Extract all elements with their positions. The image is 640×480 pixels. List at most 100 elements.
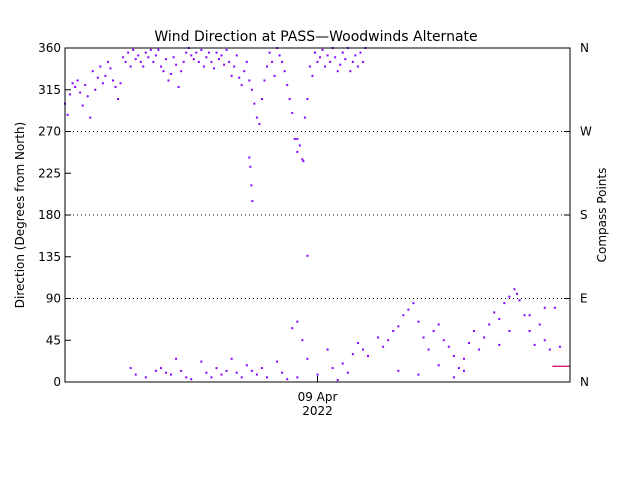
data-point — [124, 60, 127, 63]
data-point — [377, 336, 380, 339]
data-point — [351, 60, 354, 63]
data-point — [162, 70, 165, 73]
data-point — [233, 65, 236, 68]
data-point — [356, 65, 359, 68]
data-point — [205, 56, 208, 59]
chart-title: Wind Direction at PASS—Woodwinds Alterna… — [154, 29, 477, 45]
data-point — [268, 51, 271, 54]
data-point — [207, 51, 210, 54]
data-point — [218, 58, 221, 61]
data-point — [157, 48, 160, 51]
data-point — [165, 371, 167, 374]
data-point — [111, 79, 114, 82]
data-point — [288, 98, 291, 101]
data-point — [245, 364, 248, 367]
data-point — [311, 74, 314, 77]
data-point — [339, 63, 342, 66]
data-point — [250, 369, 253, 372]
data-point — [301, 158, 304, 161]
data-point — [154, 369, 157, 372]
data-point — [190, 54, 193, 57]
data-point — [104, 74, 107, 77]
right-axis-ticks: N E S W N — [564, 41, 592, 389]
data-point — [81, 104, 84, 107]
y-tick-label: 225 — [38, 166, 61, 180]
data-point — [437, 323, 440, 326]
data-point — [296, 137, 299, 140]
data-point — [356, 342, 359, 345]
data-point — [238, 76, 241, 79]
data-point — [251, 200, 254, 203]
data-point — [212, 67, 215, 70]
data-point — [346, 371, 349, 374]
data-point — [225, 48, 228, 51]
data-point — [89, 116, 92, 119]
data-point — [266, 376, 268, 379]
data-point — [180, 369, 183, 372]
data-point — [324, 65, 327, 68]
data-point — [240, 376, 243, 379]
data-point — [558, 345, 561, 348]
data-point — [286, 84, 289, 87]
data-point — [167, 79, 170, 82]
data-point — [281, 60, 284, 63]
data-point — [139, 60, 142, 63]
y-tick-label: 360 — [38, 41, 61, 55]
data-point — [243, 70, 246, 73]
data-point — [336, 70, 339, 73]
data-point — [291, 111, 294, 114]
right-tick-label: S — [580, 208, 588, 222]
data-point — [91, 70, 94, 73]
data-point — [298, 144, 301, 147]
data-points — [64, 47, 561, 382]
data-point — [437, 364, 440, 367]
data-point — [302, 160, 305, 163]
data-point — [127, 51, 130, 54]
data-point — [468, 342, 470, 345]
data-point — [308, 65, 311, 68]
data-point — [303, 116, 306, 119]
data-point — [210, 60, 213, 63]
data-point — [351, 353, 354, 356]
data-point — [276, 360, 279, 363]
data-point — [417, 373, 420, 376]
data-point — [122, 56, 125, 59]
data-point — [129, 367, 132, 370]
data-point — [240, 84, 243, 87]
data-point — [200, 360, 203, 363]
data-point — [513, 288, 516, 291]
right-tick-label: N — [580, 41, 589, 55]
data-point — [412, 302, 415, 305]
data-point — [144, 51, 147, 54]
data-point — [215, 367, 218, 370]
data-point — [296, 376, 299, 379]
data-point — [132, 48, 135, 51]
right-tick-label: W — [580, 125, 592, 139]
data-point — [147, 56, 150, 59]
data-point — [354, 54, 357, 57]
data-point — [518, 299, 521, 302]
data-point — [271, 60, 274, 63]
data-point — [248, 156, 251, 159]
data-point — [84, 84, 87, 87]
data-point — [313, 51, 316, 54]
data-point — [543, 306, 546, 309]
data-point — [319, 56, 322, 59]
data-point — [192, 58, 195, 61]
data-point — [185, 51, 188, 54]
data-point — [170, 72, 173, 75]
data-point — [215, 51, 218, 54]
data-point — [248, 79, 251, 82]
data-point — [392, 329, 395, 332]
data-point — [331, 367, 334, 370]
data-point — [407, 308, 410, 311]
data-point — [134, 58, 137, 61]
data-point — [478, 348, 481, 351]
data-point — [422, 336, 425, 339]
data-point — [220, 373, 223, 376]
data-point — [387, 339, 390, 342]
data-point — [250, 184, 253, 187]
data-point — [553, 306, 556, 309]
data-point — [359, 51, 362, 54]
